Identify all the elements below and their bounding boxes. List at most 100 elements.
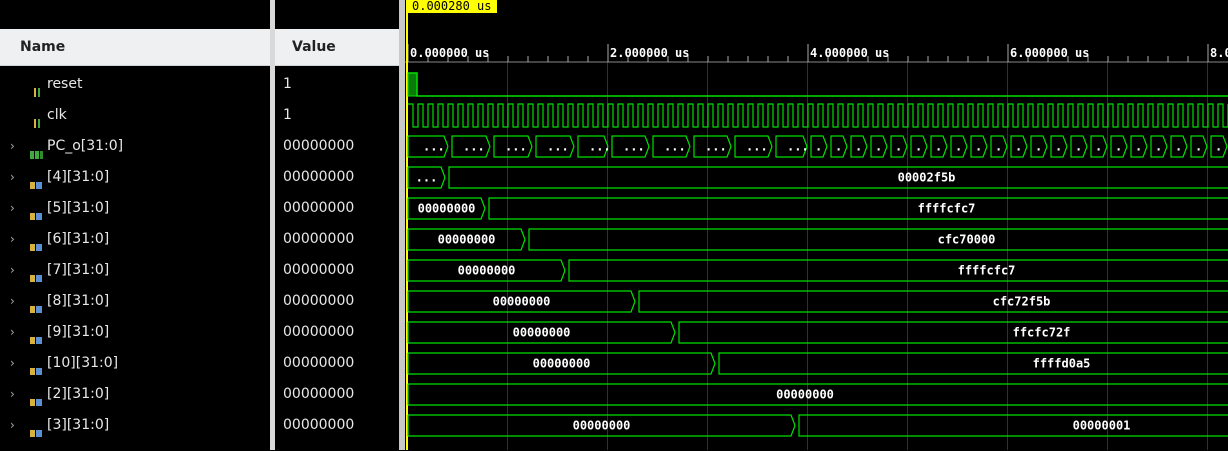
- register-value-after: 00000001: [1073, 419, 1131, 433]
- array-element-icon: [30, 389, 43, 406]
- pc-wave-bottom: [451, 146, 491, 158]
- pc-wave-bottom: [990, 146, 1008, 158]
- wave-divider[interactable]: [399, 0, 405, 450]
- pc-wave-bottom: [1210, 146, 1228, 158]
- register-value-after: ffffcfc7: [958, 264, 1016, 278]
- signal-row[interactable]: › [3][31:0]: [0, 410, 270, 441]
- register-wave-bottom: [798, 425, 1228, 437]
- pc-segment-label: ...: [623, 140, 645, 154]
- signal-name: [5][31:0]: [47, 200, 110, 216]
- pc-wave-top: [1210, 135, 1228, 147]
- pc-wave-bottom: [408, 146, 449, 158]
- register-value-before: 00000000: [493, 295, 551, 309]
- signal-value: 00000000: [283, 355, 355, 371]
- pc-wave-bottom: [810, 146, 828, 158]
- column-divider[interactable]: [270, 0, 275, 450]
- signal-row[interactable]: › [6][31:0]: [0, 224, 270, 255]
- pc-wave-top: [652, 135, 691, 147]
- chevron-right-icon[interactable]: ›: [10, 387, 15, 401]
- register-wave-bottom: [408, 363, 716, 375]
- chevron-right-icon[interactable]: ›: [10, 170, 15, 184]
- signal-row[interactable]: › [9][31:0]: [0, 317, 270, 348]
- pc-segment-dot: .: [935, 140, 942, 154]
- pc-segment-label: ...: [746, 140, 768, 154]
- pc-wave-top: [870, 135, 888, 147]
- waveform-canvas[interactable]: 0.000000 us 2.000000 us 4.000000 us 6.00000…: [405, 0, 1228, 450]
- bit-signal-icon: [30, 110, 43, 128]
- pc-wave-bottom: [1050, 146, 1068, 158]
- bus-signal-icon: [30, 141, 43, 159]
- register-wave-bottom: [718, 363, 1228, 375]
- bit-signal-icon: [30, 79, 43, 97]
- chevron-right-icon[interactable]: ›: [10, 232, 15, 246]
- signal-row[interactable]: reset: [0, 69, 270, 100]
- register-value-before: 00000000: [438, 233, 496, 247]
- pc-wave-bottom: [1010, 146, 1028, 158]
- register-wave-bottom: [408, 177, 446, 189]
- value-column-header[interactable]: Value: [275, 29, 399, 66]
- signal-row[interactable]: › [10][31:0]: [0, 348, 270, 379]
- register-wave-top: [408, 321, 676, 333]
- array-element-icon: [30, 327, 43, 344]
- pc-wave-bottom: [493, 146, 533, 158]
- pc-segment-dot: .: [855, 140, 862, 154]
- signal-row[interactable]: › [5][31:0]: [0, 193, 270, 224]
- register-value-before: 00000000: [458, 264, 516, 278]
- signal-row[interactable]: clk: [0, 100, 270, 131]
- register-wave-top: [798, 414, 1228, 426]
- signal-value: 00000000: [283, 169, 355, 185]
- pc-segment-dot: .: [1075, 140, 1082, 154]
- register-wave-top: [568, 259, 1228, 271]
- register-value-before: 00000000: [533, 357, 591, 371]
- signal-row[interactable]: › [7][31:0]: [0, 255, 270, 286]
- pc-wave-top: [990, 135, 1008, 147]
- pc-segment-dot: .: [895, 140, 902, 154]
- name-column-header[interactable]: Name: [0, 29, 270, 66]
- pc-wave-bottom: [930, 146, 948, 158]
- pc-segment-dot: .: [1095, 140, 1102, 154]
- ruler-label: 4.000000 us: [810, 46, 889, 60]
- chevron-right-icon[interactable]: ›: [10, 139, 15, 153]
- chevron-right-icon[interactable]: ›: [10, 201, 15, 215]
- array-element-icon: [30, 265, 43, 282]
- pc-segment-dot: .: [915, 140, 922, 154]
- pc-wave-top: [830, 135, 848, 147]
- signal-name: [6][31:0]: [47, 231, 110, 247]
- pc-segment-dot: .: [1215, 140, 1222, 154]
- pc-segment-dot: .: [1155, 140, 1162, 154]
- signal-row[interactable]: › [8][31:0]: [0, 286, 270, 317]
- chevron-right-icon[interactable]: ›: [10, 356, 15, 370]
- register-wave-top: [408, 228, 526, 240]
- register-wave-top: [408, 352, 716, 364]
- register-wave-bottom: [488, 208, 1228, 220]
- pc-segment-dot: .: [1135, 140, 1142, 154]
- pc-wave-bottom: [1170, 146, 1188, 158]
- signal-row[interactable]: › [2][31:0]: [0, 379, 270, 410]
- signal-value: 1: [283, 76, 292, 92]
- array-element-icon: [30, 420, 43, 437]
- pc-segment-dot: .: [975, 140, 982, 154]
- signal-name: [7][31:0]: [47, 262, 110, 278]
- chevron-right-icon[interactable]: ›: [10, 325, 15, 339]
- signal-value: 1: [283, 107, 292, 123]
- chevron-right-icon[interactable]: ›: [10, 294, 15, 308]
- register-wave-top: [638, 290, 1228, 302]
- signal-row[interactable]: › PC_o[31:0]: [0, 131, 270, 162]
- register-value-after: 00002f5b: [898, 171, 956, 185]
- pc-wave-top: [451, 135, 491, 147]
- signal-name: [2][31:0]: [47, 386, 110, 402]
- signal-name-panel: [0, 0, 270, 450]
- pc-segment-label: ...: [664, 140, 686, 154]
- pc-wave-top: [535, 135, 575, 147]
- pc-wave-top: [577, 135, 609, 147]
- pc-wave-bottom: [890, 146, 908, 158]
- chevron-right-icon[interactable]: ›: [10, 418, 15, 432]
- array-element-icon: [30, 296, 43, 313]
- chevron-right-icon[interactable]: ›: [10, 263, 15, 277]
- signal-value: 00000000: [283, 324, 355, 340]
- signal-row[interactable]: › [4][31:0]: [0, 162, 270, 193]
- register-wave-top: [528, 228, 1228, 240]
- register-value-before: 00000000: [776, 388, 834, 402]
- register-wave-top: [718, 352, 1228, 364]
- pc-wave-top: [734, 135, 773, 147]
